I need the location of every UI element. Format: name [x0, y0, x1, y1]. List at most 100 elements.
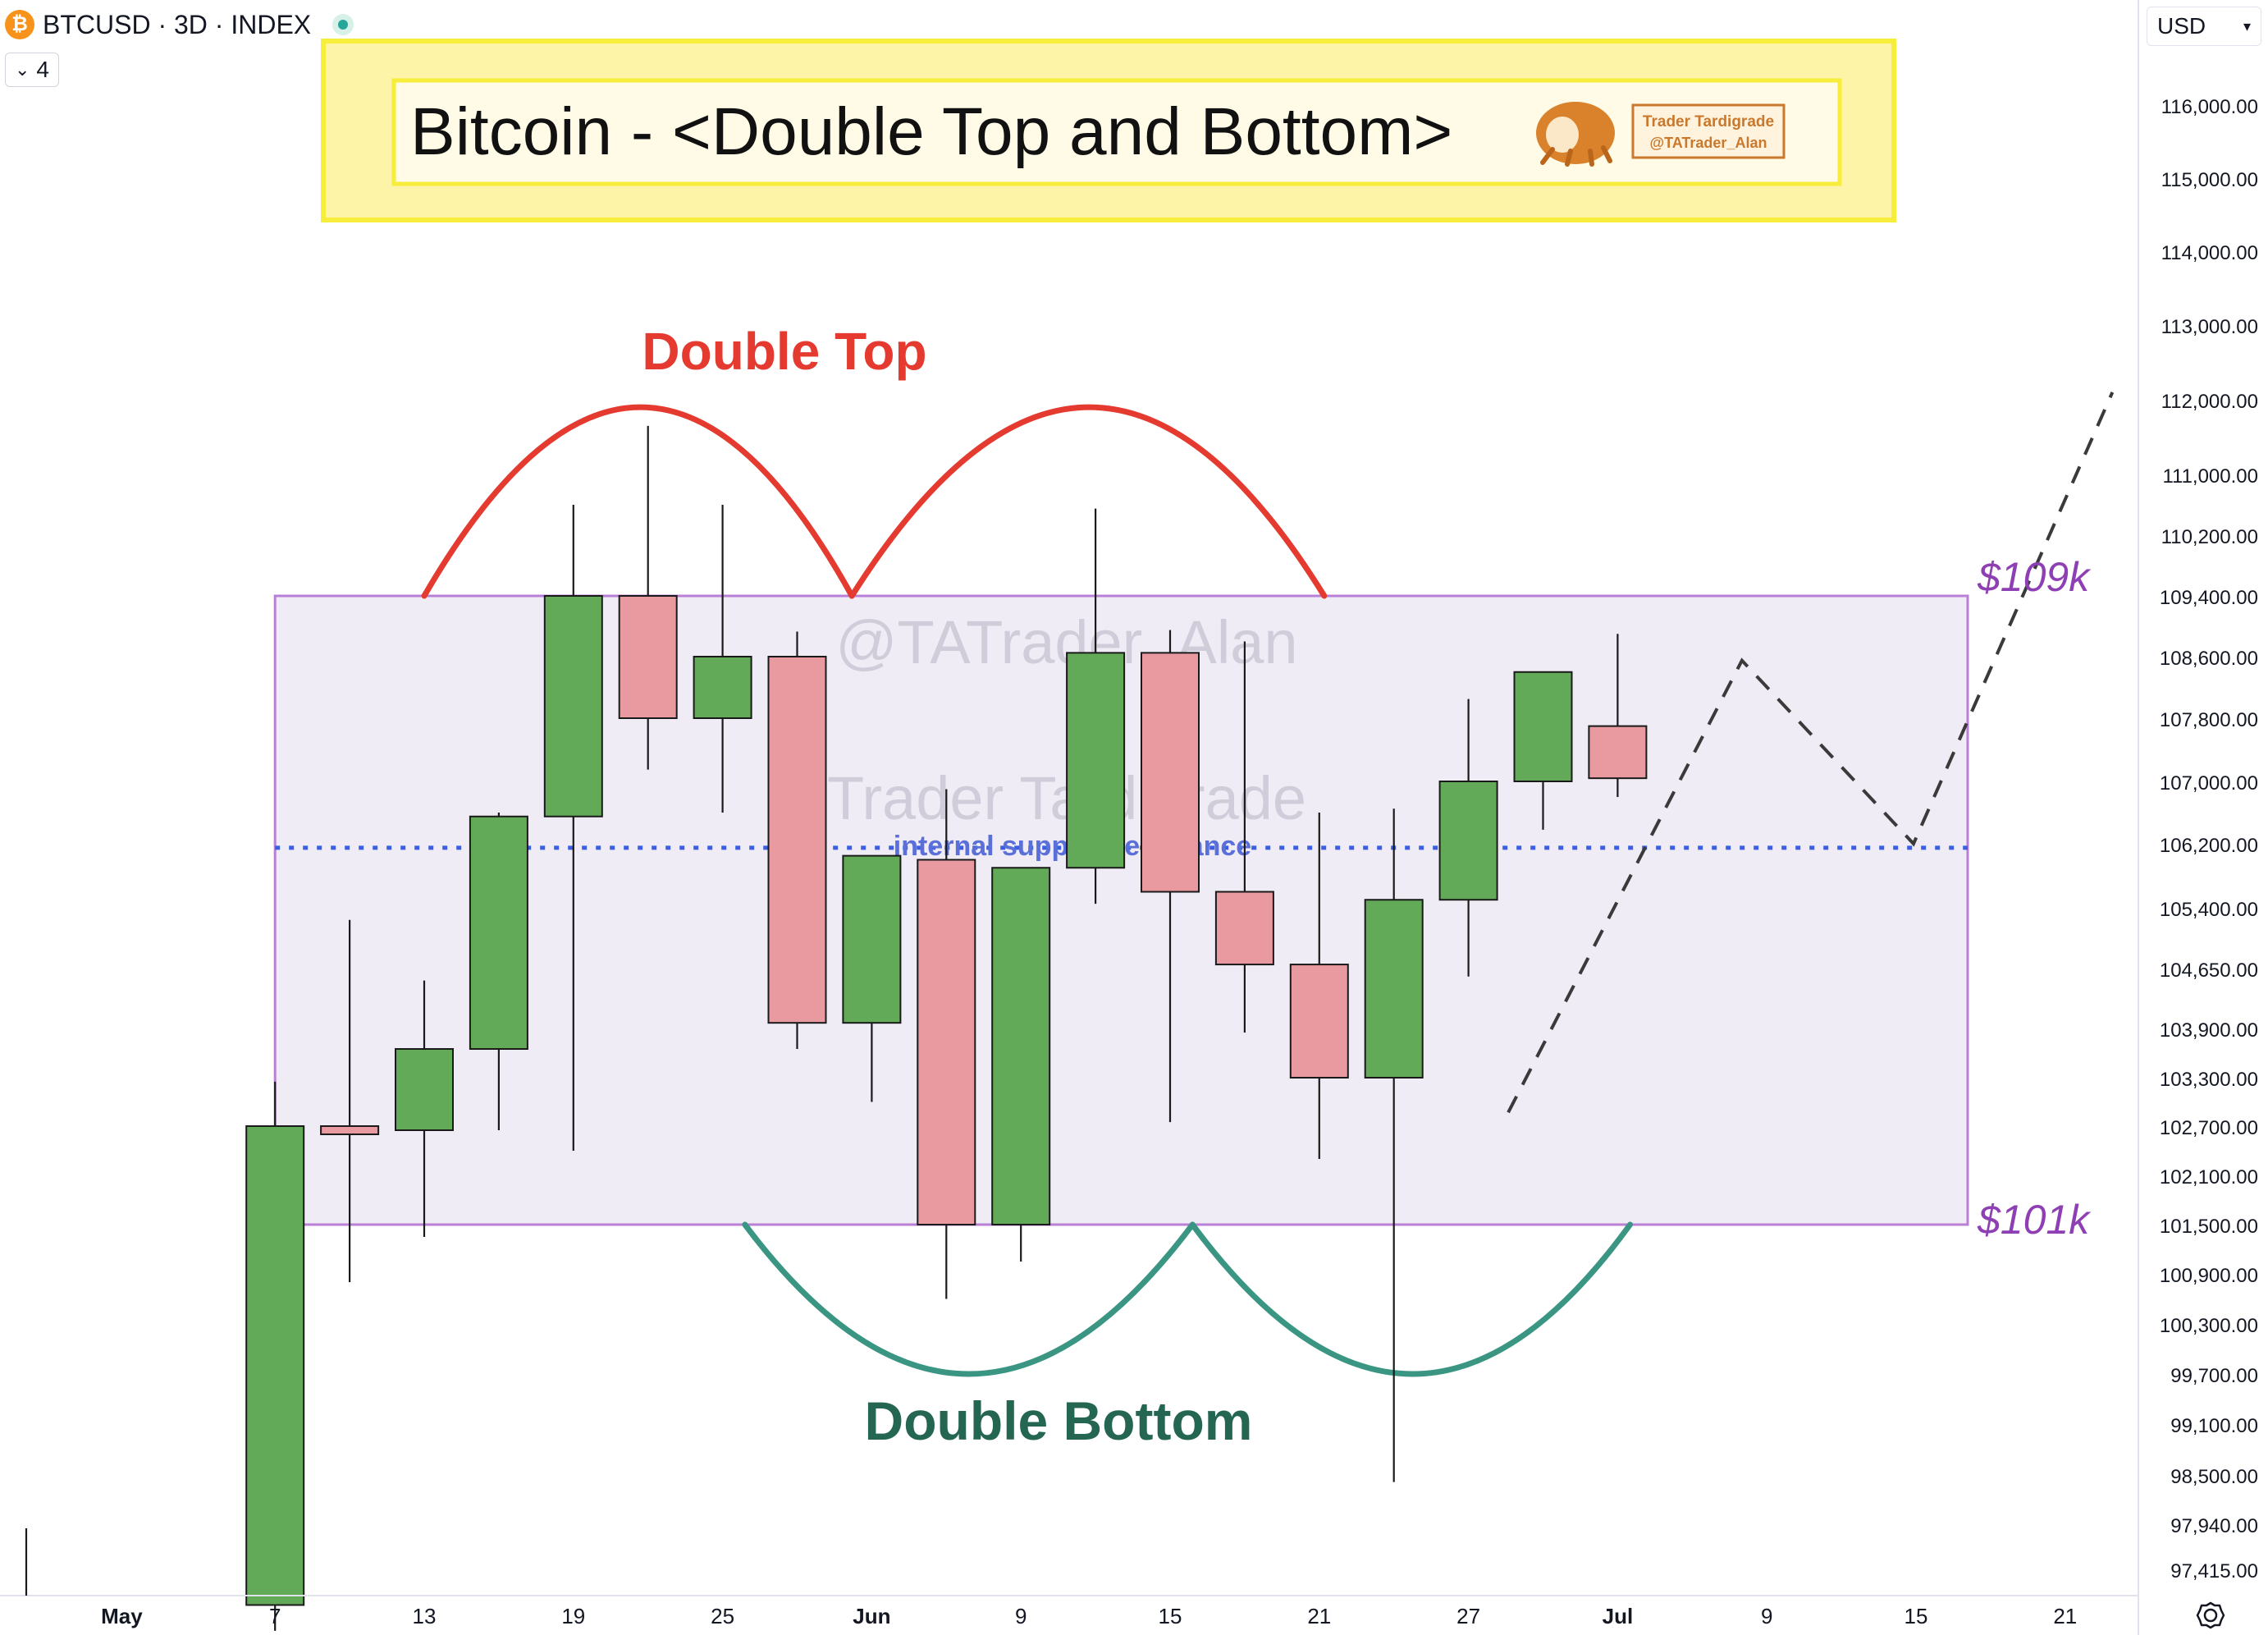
logo-legs	[1540, 145, 1612, 167]
candle-body-up	[1438, 781, 1498, 901]
x-tick-label: 9	[1015, 1604, 1027, 1628]
candle-body-down	[320, 1125, 380, 1135]
indicator-count: 4	[36, 57, 49, 82]
x-tick-label: May	[101, 1604, 143, 1628]
candle	[469, 813, 528, 1130]
x-tick-label: 13	[413, 1604, 437, 1628]
y-tick-label: 97,415.00	[2170, 1560, 2258, 1582]
chart-settings-button[interactable]	[2191, 1596, 2230, 1635]
y-tick-label: 112,000.00	[2161, 391, 2258, 413]
x-tick-label: Jun	[853, 1604, 890, 1628]
candle	[991, 867, 1051, 1262]
candle	[320, 919, 380, 1283]
candle-body-up	[543, 595, 603, 818]
candle	[693, 505, 752, 813]
candle	[1513, 671, 1573, 830]
x-tick-label: 15	[1904, 1604, 1928, 1628]
candle-body-up	[1364, 899, 1424, 1079]
candle	[842, 854, 902, 1102]
chevron-down-icon: ⌄	[14, 59, 30, 80]
projection-path	[1507, 392, 2115, 1114]
bitcoin-logo-icon: ₿	[5, 10, 34, 39]
candle	[1438, 698, 1498, 977]
x-tick-label: 7	[269, 1604, 281, 1628]
candle	[1214, 641, 1274, 1033]
y-tick-label: 109,400.00	[2160, 587, 2258, 609]
indicator-toggle-button[interactable]: ⌄ 4	[5, 53, 59, 87]
candle	[1588, 634, 1648, 797]
candle-body-up	[245, 1125, 305, 1606]
candle	[1289, 813, 1349, 1159]
x-tick-label: 9	[1761, 1604, 1772, 1628]
y-tick-label: 107,000.00	[2160, 772, 2258, 795]
logo-face	[1546, 117, 1579, 153]
y-tick-label: 115,000.00	[2161, 169, 2258, 191]
candle-body-down	[767, 656, 827, 1024]
tardigrade-logo-icon	[1536, 102, 1615, 167]
candle-body-up	[1066, 652, 1126, 869]
candle-body-down	[1588, 725, 1648, 780]
candle-body-down	[1289, 964, 1349, 1079]
double-top-label: Double Top	[642, 322, 926, 381]
y-tick-label: 110,200.00	[2161, 526, 2258, 548]
badge-box	[1631, 103, 1786, 159]
y-tick-label: 105,400.00	[2160, 899, 2258, 921]
x-tick-label: 19	[561, 1604, 585, 1628]
y-tick-label: 98,500.00	[2170, 1466, 2258, 1488]
lower-level-label: $101k	[1977, 1197, 2092, 1243]
y-tick-label: 97,940.00	[2170, 1515, 2258, 1537]
candle-body-up	[842, 854, 902, 1024]
y-tick-label: 102,100.00	[2160, 1166, 2258, 1188]
y-tick-label: 99,100.00	[2170, 1415, 2258, 1437]
candle	[917, 789, 976, 1299]
candle	[1066, 508, 1126, 905]
y-tick-label: 107,800.00	[2160, 709, 2258, 731]
badge-line2: @TATrader_Alan	[1650, 135, 1767, 151]
double-bottom-arc-2	[1189, 1221, 1634, 1377]
y-tick-label: 101,500.00	[2160, 1216, 2258, 1238]
x-tick-label: 21	[1307, 1604, 1331, 1628]
candle-body-up	[1513, 671, 1573, 782]
chevron-down-icon: ▾	[2243, 17, 2251, 34]
y-tick-label: 114,000.00	[2161, 242, 2258, 264]
symbol-header[interactable]: ₿ BTCUSD · 3D · INDEX	[5, 7, 354, 43]
market-status-icon	[332, 14, 354, 35]
currency-select[interactable]: USD ▾	[2147, 7, 2261, 46]
title-banner: Bitcoin - <Double Top and Bottom> Trader …	[321, 39, 1896, 222]
x-tick-label: 21	[2053, 1604, 2077, 1628]
symbol-title: BTCUSD · 3D · INDEX	[43, 9, 312, 39]
y-tick-label: 103,300.00	[2160, 1069, 2258, 1091]
currency-value: USD	[2157, 13, 2206, 39]
x-tick-label: 25	[711, 1604, 734, 1628]
banner-title: Bitcoin - <Double Top and Bottom>	[410, 94, 1452, 169]
candle-body-down	[618, 595, 678, 719]
candle	[395, 980, 454, 1237]
y-tick-label: 111,000.00	[2162, 465, 2258, 488]
candle	[543, 505, 603, 1151]
candle-body-down	[1141, 652, 1200, 893]
candle-body-down	[917, 859, 976, 1225]
candle-body-up	[693, 656, 752, 719]
candle-body-up	[469, 815, 528, 1050]
x-tick-label: 15	[1159, 1604, 1182, 1628]
upper-level-label: $109k	[1977, 554, 2092, 600]
double-top-arc-2	[848, 404, 1328, 599]
x-tick-label: Jul	[1603, 1604, 1634, 1628]
double-bottom-label: Double Bottom	[865, 1390, 1253, 1451]
double-top-arc-1	[421, 404, 855, 599]
x-tick-label: 27	[1456, 1604, 1480, 1628]
badge-line1: Trader Tardigrade	[1643, 113, 1774, 131]
y-tick-label: 106,200.00	[2160, 835, 2258, 857]
y-tick-label: 99,700.00	[2170, 1365, 2258, 1387]
y-tick-label: 100,300.00	[2160, 1315, 2258, 1337]
y-tick-label: 104,650.00	[2160, 959, 2258, 982]
candle-body-up	[991, 867, 1051, 1225]
candle	[245, 1081, 305, 1631]
y-tick-label: 116,000.00	[2161, 96, 2258, 118]
y-tick-label: 113,000.00	[2161, 316, 2258, 338]
candle	[1364, 808, 1424, 1482]
candle	[1141, 630, 1200, 1123]
candle	[618, 425, 678, 770]
candle	[767, 631, 827, 1049]
